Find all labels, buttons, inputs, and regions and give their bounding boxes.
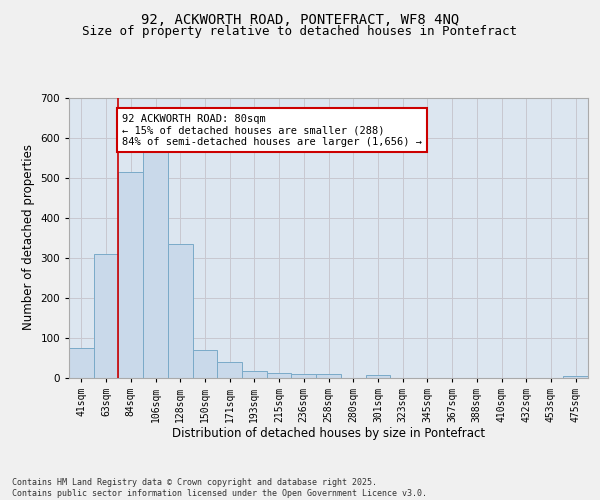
- Bar: [292, 374, 316, 378]
- Text: 92, ACKWORTH ROAD, PONTEFRACT, WF8 4NQ: 92, ACKWORTH ROAD, PONTEFRACT, WF8 4NQ: [141, 12, 459, 26]
- Bar: [168, 244, 193, 378]
- Bar: [193, 350, 217, 378]
- Bar: [94, 254, 118, 378]
- Text: Contains HM Land Registry data © Crown copyright and database right 2025.
Contai: Contains HM Land Registry data © Crown c…: [12, 478, 427, 498]
- X-axis label: Distribution of detached houses by size in Pontefract: Distribution of detached houses by size …: [172, 428, 485, 440]
- Bar: [143, 142, 168, 378]
- Bar: [118, 172, 143, 378]
- Bar: [217, 362, 242, 378]
- Bar: [316, 374, 341, 378]
- Y-axis label: Number of detached properties: Number of detached properties: [22, 144, 35, 330]
- Bar: [365, 375, 390, 378]
- Bar: [267, 373, 292, 378]
- Text: 92 ACKWORTH ROAD: 80sqm
← 15% of detached houses are smaller (288)
84% of semi-d: 92 ACKWORTH ROAD: 80sqm ← 15% of detache…: [122, 114, 422, 146]
- Bar: [563, 376, 588, 378]
- Bar: [242, 371, 267, 378]
- Bar: [69, 348, 94, 378]
- Text: Size of property relative to detached houses in Pontefract: Size of property relative to detached ho…: [83, 25, 517, 38]
